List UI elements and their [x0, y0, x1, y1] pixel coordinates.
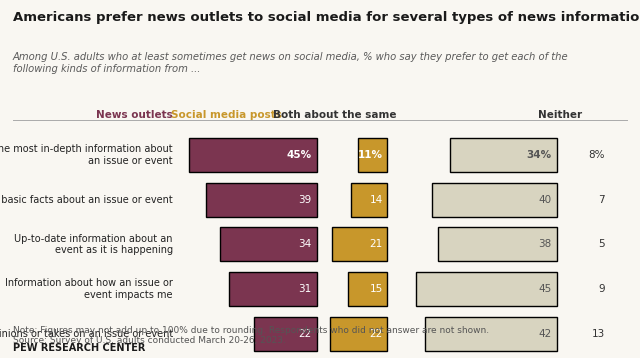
FancyBboxPatch shape: [254, 317, 317, 351]
Text: Americans prefer news outlets to social media for several types of news informat: Americans prefer news outlets to social …: [13, 11, 640, 24]
Text: 15: 15: [369, 284, 383, 294]
Text: 34: 34: [298, 240, 312, 249]
Text: 42: 42: [538, 329, 552, 339]
FancyBboxPatch shape: [228, 272, 317, 306]
Text: Opinions or takes on an issue or event: Opinions or takes on an issue or event: [0, 329, 173, 339]
Text: 40: 40: [538, 195, 552, 204]
Text: 31: 31: [298, 284, 312, 294]
Text: Up-to-date information about an
event as it is happening: Up-to-date information about an event as…: [14, 233, 173, 255]
FancyBboxPatch shape: [348, 272, 387, 306]
Text: 7: 7: [598, 195, 605, 204]
Text: 45: 45: [538, 284, 552, 294]
Text: 11%: 11%: [358, 150, 383, 160]
Text: 14: 14: [369, 195, 383, 204]
Text: The most in-depth information about
an issue or event: The most in-depth information about an i…: [0, 144, 173, 166]
Text: Social media posts: Social media posts: [171, 110, 282, 120]
Text: 8%: 8%: [588, 150, 605, 160]
Text: 9: 9: [598, 284, 605, 294]
Text: Information about how an issue or
event impacts me: Information about how an issue or event …: [5, 278, 173, 300]
FancyBboxPatch shape: [206, 183, 317, 217]
FancyBboxPatch shape: [351, 183, 387, 217]
Text: 5: 5: [598, 240, 605, 249]
FancyBboxPatch shape: [431, 183, 557, 217]
FancyBboxPatch shape: [358, 138, 387, 172]
Text: News outlets: News outlets: [96, 110, 173, 120]
Text: 13: 13: [591, 329, 605, 339]
Text: The basic facts about an issue or event: The basic facts about an issue or event: [0, 195, 173, 204]
Text: 39: 39: [298, 195, 312, 204]
Text: 45%: 45%: [287, 150, 312, 160]
FancyBboxPatch shape: [220, 227, 317, 261]
FancyBboxPatch shape: [438, 227, 557, 261]
FancyBboxPatch shape: [330, 317, 387, 351]
Text: Neither: Neither: [538, 110, 582, 120]
FancyBboxPatch shape: [451, 138, 557, 172]
Text: 38: 38: [538, 240, 552, 249]
Text: Note: Figures may not add up to 100% due to rounding. Respondents who did not an: Note: Figures may not add up to 100% due…: [13, 326, 489, 345]
FancyBboxPatch shape: [426, 317, 557, 351]
FancyBboxPatch shape: [189, 138, 317, 172]
Text: 34%: 34%: [527, 150, 552, 160]
Text: 22: 22: [369, 329, 383, 339]
FancyBboxPatch shape: [332, 227, 387, 261]
Text: 22: 22: [298, 329, 312, 339]
Text: Both about the same: Both about the same: [273, 110, 397, 120]
Text: Among U.S. adults who at least sometimes get news on social media, % who say the: Among U.S. adults who at least sometimes…: [13, 52, 568, 73]
Text: PEW RESEARCH CENTER: PEW RESEARCH CENTER: [13, 343, 145, 353]
FancyBboxPatch shape: [416, 272, 557, 306]
Text: 21: 21: [369, 240, 383, 249]
